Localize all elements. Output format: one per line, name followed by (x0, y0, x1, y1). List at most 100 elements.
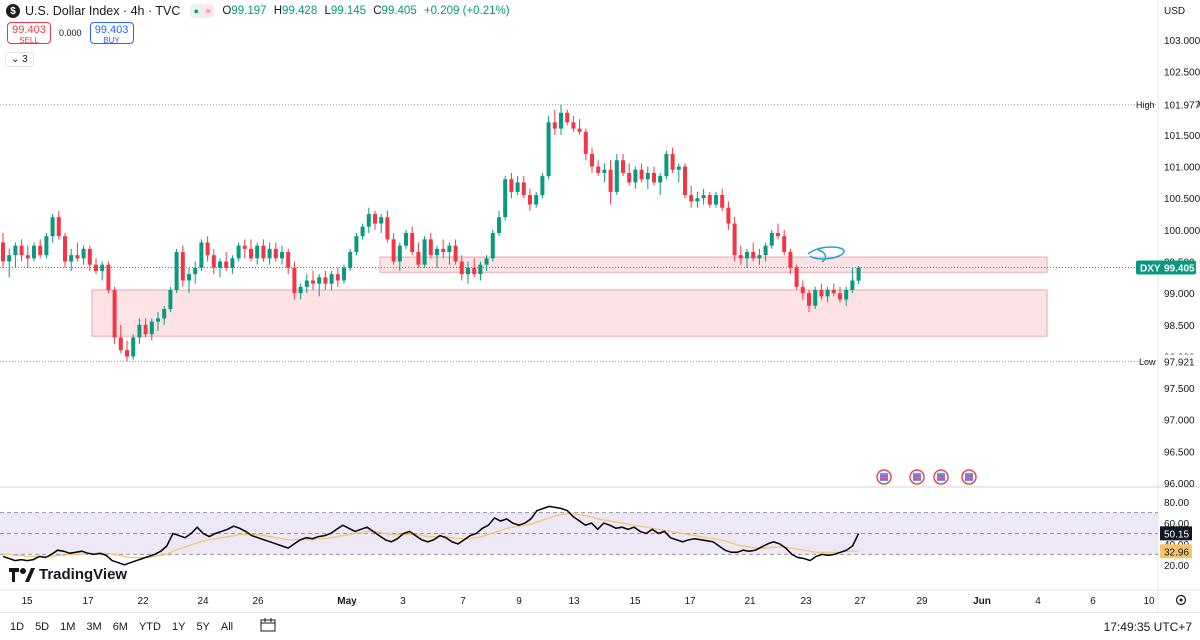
candle-body[interactable] (670, 153, 675, 170)
candle-body[interactable] (242, 245, 247, 249)
supply-zone[interactable] (91, 289, 1048, 337)
candle-body[interactable] (422, 239, 427, 265)
candle-body[interactable] (577, 128, 582, 132)
calendar-icon[interactable] (260, 618, 276, 635)
candle-body[interactable] (391, 239, 396, 262)
candle-body[interactable] (490, 233, 495, 259)
candle-body[interactable] (478, 264, 483, 275)
candle-body[interactable] (168, 289, 173, 309)
candle-body[interactable] (856, 267, 861, 281)
candle-body[interactable] (738, 255, 743, 259)
candle-body[interactable] (503, 179, 508, 218)
candle-body[interactable] (596, 166, 601, 173)
candle-body[interactable] (695, 198, 700, 202)
candle-body[interactable] (788, 252, 793, 268)
range-button-3m[interactable]: 3M (86, 620, 102, 633)
candle-body[interactable] (149, 321, 154, 335)
candle-body[interactable] (249, 248, 253, 259)
candle-body[interactable] (373, 214, 377, 224)
candle-body[interactable] (614, 160, 619, 192)
candle-body[interactable] (342, 267, 346, 281)
candle-body[interactable] (515, 182, 520, 192)
candle-body[interactable] (87, 248, 92, 265)
candle-body[interactable] (676, 166, 681, 170)
candle-body[interactable] (298, 286, 303, 294)
candle-body[interactable] (639, 169, 644, 180)
candle-body[interactable] (385, 217, 390, 240)
candle-body[interactable] (466, 267, 470, 275)
candle-body[interactable] (261, 245, 266, 259)
candle-body[interactable] (571, 122, 576, 129)
candle-body[interactable] (726, 207, 731, 224)
candle-body[interactable] (528, 195, 532, 205)
candle-body[interactable] (125, 350, 129, 357)
candle-body[interactable] (323, 277, 328, 284)
candle-body[interactable] (652, 172, 656, 183)
buy-button[interactable]: 99.403 BUY (89, 22, 134, 45)
candle-body[interactable] (435, 248, 439, 256)
candle-body[interactable] (292, 267, 297, 294)
candle-body[interactable] (255, 245, 260, 259)
candle-body[interactable] (137, 324, 142, 338)
candle-body[interactable] (825, 289, 830, 297)
candle-body[interactable] (453, 245, 458, 262)
range-button-ytd[interactable]: YTD (138, 620, 161, 633)
symbol-title[interactable]: U.S. Dollar Index · 4h · TVC (25, 4, 181, 18)
candle-body[interactable] (230, 258, 235, 268)
currency-box[interactable] (1160, 2, 1184, 20)
clock[interactable]: 17:49:35 UTC+7 (1103, 619, 1192, 634)
candle-body[interactable] (267, 248, 272, 259)
candle-body[interactable] (329, 274, 334, 284)
candle-body[interactable] (25, 255, 30, 259)
candle-body[interactable] (280, 252, 284, 259)
candle-body[interactable] (794, 267, 799, 287)
tradingview-logo[interactable]: TradingView (9, 566, 127, 583)
candle-body[interactable] (540, 176, 545, 196)
candle-body[interactable] (13, 245, 18, 256)
candle-body[interactable] (720, 195, 725, 208)
candle-body[interactable] (701, 195, 706, 199)
candle-body[interactable] (75, 255, 80, 259)
candle-body[interactable] (404, 233, 408, 246)
range-button-1y[interactable]: 1Y (171, 620, 186, 633)
candle-body[interactable] (106, 264, 111, 290)
candle-body[interactable] (484, 258, 489, 265)
candle-body[interactable] (416, 252, 421, 265)
range-button-5y[interactable]: 5Y (196, 620, 210, 633)
range-button-5d[interactable]: 5D (35, 620, 50, 633)
candle-body[interactable] (156, 318, 160, 322)
candle-body[interactable] (397, 245, 402, 262)
candle-body[interactable] (199, 242, 204, 268)
candle-body[interactable] (69, 255, 74, 262)
range-button-1d[interactable]: 1D (10, 620, 25, 633)
candle-body[interactable] (94, 264, 98, 271)
candle-body[interactable] (180, 252, 185, 281)
candle-body[interactable] (354, 236, 359, 253)
candle-body[interactable] (100, 264, 105, 271)
candle-body[interactable] (56, 217, 61, 237)
candle-body[interactable] (590, 153, 594, 167)
indicators-toggle-button[interactable]: ⌄ 3 (5, 52, 34, 67)
candle-body[interactable] (509, 179, 514, 192)
candle-body[interactable] (38, 245, 43, 256)
candle-body[interactable] (19, 245, 24, 256)
candle-body[interactable] (304, 280, 309, 287)
range-button-6m[interactable]: 6M (112, 620, 128, 633)
range-button-all[interactable]: All (220, 620, 234, 633)
candle-body[interactable] (348, 252, 353, 268)
candle-body[interactable] (627, 172, 632, 183)
candle-body[interactable] (441, 248, 446, 253)
candle-body[interactable] (193, 267, 198, 275)
candle-body[interactable] (745, 252, 749, 259)
supply-zone[interactable] (379, 256, 1048, 273)
price-chart[interactable]: USD103.000102.500102.000101.500101.00010… (0, 0, 1200, 612)
currency-label[interactable]: USD (1164, 6, 1185, 17)
candle-body[interactable] (174, 252, 179, 290)
candle-body[interactable] (7, 255, 12, 262)
candle-body[interactable] (224, 261, 229, 268)
candle-body[interactable] (211, 255, 216, 268)
candle-body[interactable] (751, 252, 756, 259)
drawing-annotation[interactable] (807, 246, 845, 263)
settings-gear-icon[interactable] (1175, 594, 1187, 606)
candle-body[interactable] (707, 195, 712, 205)
